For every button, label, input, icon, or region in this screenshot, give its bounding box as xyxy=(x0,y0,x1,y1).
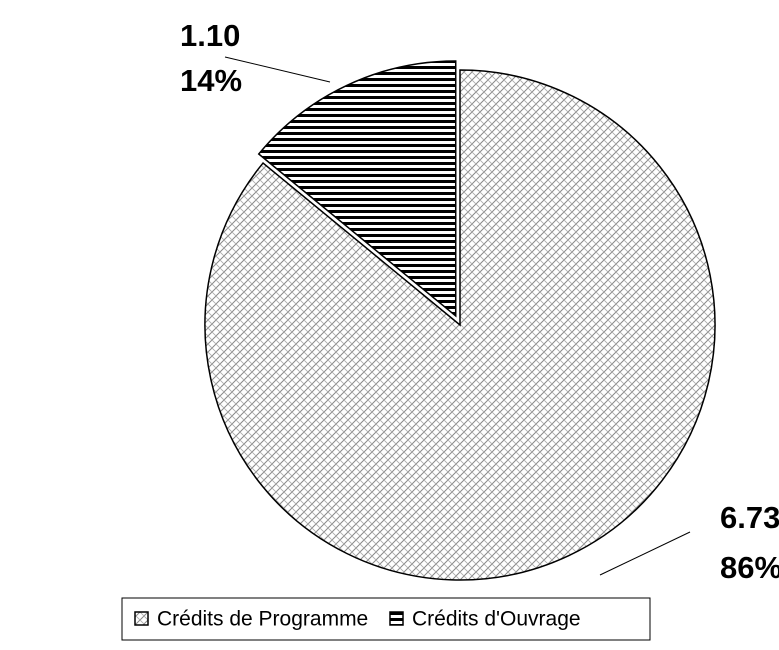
legend-box xyxy=(121,597,651,641)
legend-label: Crédits d'Ouvrage xyxy=(412,608,581,631)
leader-line xyxy=(224,56,331,83)
pie-slice xyxy=(257,60,457,318)
value-label: 1.10 xyxy=(180,18,240,53)
percent-label: 14% xyxy=(180,63,242,98)
legend-swatch xyxy=(134,611,149,626)
legend-label: Crédits de Programme xyxy=(157,608,368,631)
legend-swatch xyxy=(389,611,404,626)
pie-slice xyxy=(204,69,716,581)
percent-label: 86% xyxy=(720,550,779,585)
value-label: 6.73 xyxy=(720,500,779,535)
leader-line xyxy=(599,531,691,576)
